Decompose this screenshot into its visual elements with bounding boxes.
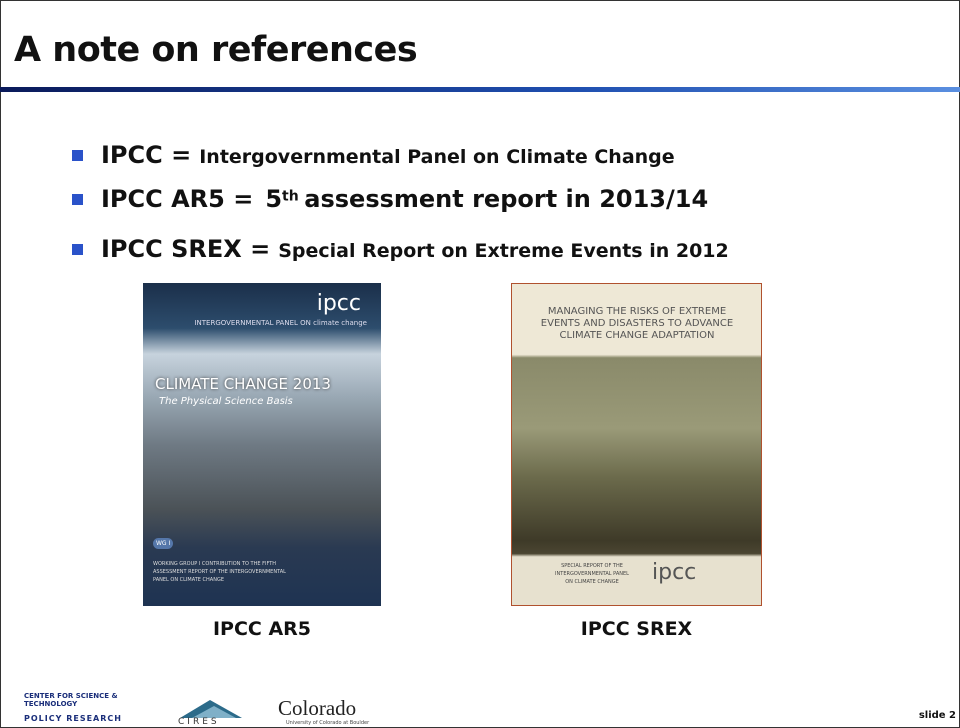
bullet-term: IPCC AR5 = [101, 185, 254, 213]
bullet: IPCC AR5 = 5th assessment report in 2013/… [72, 185, 708, 213]
srex-cover: MANAGING THE RISKS OF EXTREME EVENTS AND… [511, 283, 762, 606]
cover-panel: INTERGOVERNMENTAL PANEL ON climate chang… [194, 319, 367, 327]
cover-footer: SPECIAL REPORT OF THE INTERGOVERNMENTAL … [555, 563, 629, 585]
cover-logo: ipcc [316, 291, 361, 316]
cover-logo: ipcc [652, 560, 697, 585]
bullet: IPCC = Intergovernmental Panel on Climate… [72, 141, 675, 169]
slide-title: A note on references [14, 30, 418, 70]
colorado-sub: University of Colorado at Boulder [286, 720, 370, 726]
colorado-logo: Colorado [278, 696, 357, 720]
ar5-cover: ipcc INTERGOVERNMENTAL PANEL ON climate … [143, 283, 381, 606]
cstpr-logo: CENTER FOR SCIENCE & TECHNOLOGY [24, 692, 118, 708]
cires-logo: CIRES [178, 717, 220, 727]
cover-badge: WG I [153, 538, 174, 549]
bullet-text: Special Report on Extreme Events in 2012 [278, 240, 729, 262]
cstpr-logo: POLICY RESEARCH [24, 714, 122, 723]
slide-number: slide 2 [918, 710, 956, 721]
cover-caption: IPCC SREX [580, 618, 693, 640]
superscript: th [282, 188, 299, 205]
bullet-term: IPCC = [101, 141, 192, 169]
cover-caption: IPCC AR5 [212, 618, 312, 640]
cover-subheading: The Physical Science Basis [159, 396, 293, 407]
bullet: IPCC SREX = Special Report on Extreme Eve… [72, 235, 729, 263]
bullet-text: 5 [265, 185, 283, 213]
cover-heading: MANAGING THE RISKS OF EXTREME EVENTS AND… [540, 306, 734, 341]
cover-footer: WORKING GROUP I CONTRIBUTION TO THE FIFT… [153, 561, 286, 583]
bullet-text: Intergovernmental Panel on Climate Chang… [199, 146, 675, 168]
cover-heading: CLIMATE CHANGE 2013 [155, 375, 331, 393]
bullet-term: IPCC SREX = [101, 235, 271, 263]
bullet-text: assessment report in 2013/14 [304, 185, 709, 213]
title-rule [0, 87, 960, 92]
cires-mountain [180, 700, 242, 718]
